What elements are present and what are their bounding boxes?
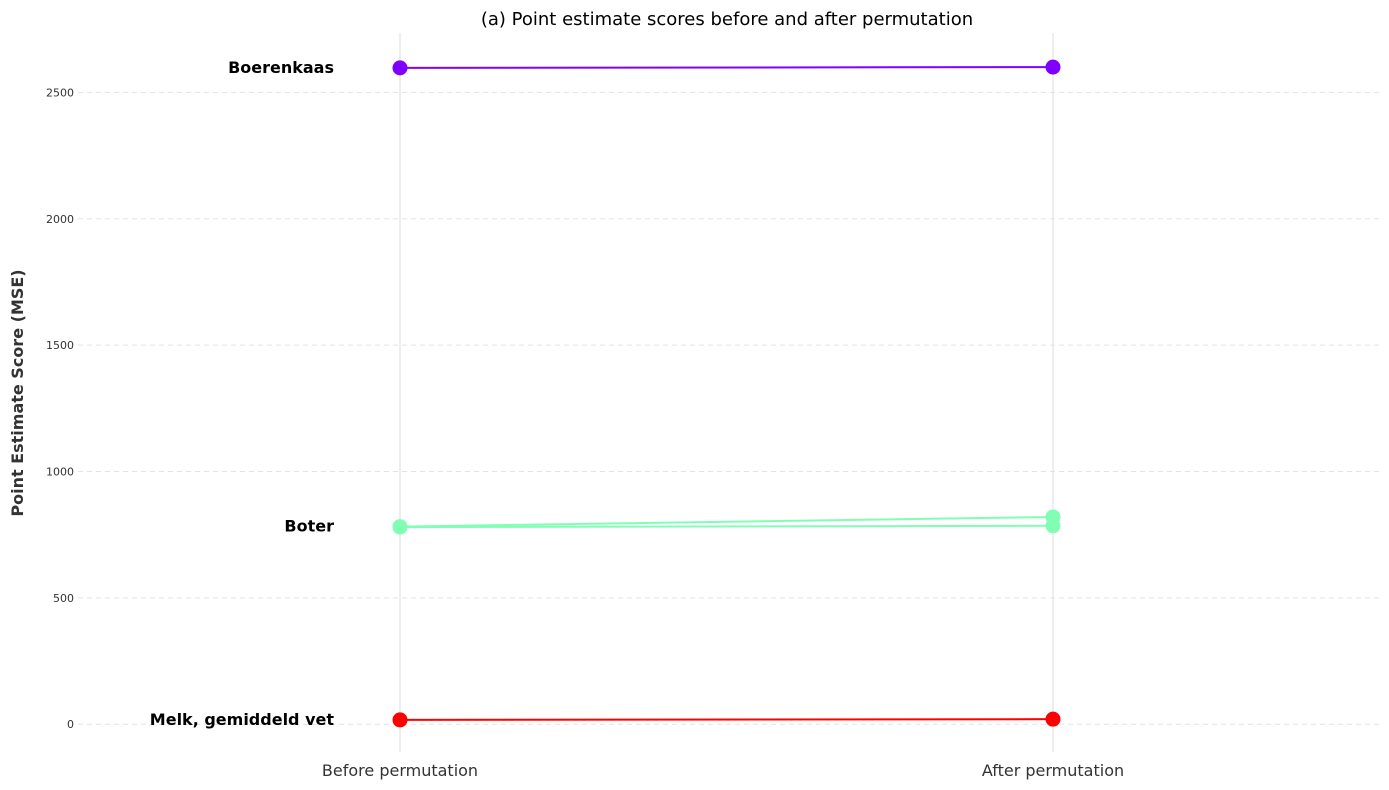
y-tick-label: 500 xyxy=(53,592,74,605)
x-tick-label: After permutation xyxy=(982,761,1124,780)
x-axis-ticks: Before permutation After permutation xyxy=(322,761,1124,780)
y-tick-label: 1000 xyxy=(46,465,74,478)
series-label: Boerenkaas xyxy=(228,58,334,77)
chart-title: (a) Point estimate scores before and aft… xyxy=(481,9,973,30)
series-line xyxy=(399,524,1054,529)
series xyxy=(392,59,1061,728)
data-point xyxy=(392,60,408,76)
series-labels: Boerenkaas Boter Melk, gemiddeld vet xyxy=(150,58,335,729)
y-tick-label: 1500 xyxy=(46,339,74,352)
series-label: Melk, gemiddeld vet xyxy=(150,710,335,729)
series-label: Boter xyxy=(284,517,334,536)
data-point xyxy=(1045,518,1061,534)
series-line xyxy=(399,515,1054,528)
y-tick-label: 0 xyxy=(67,718,74,731)
series-line xyxy=(399,66,1054,69)
category-lines xyxy=(399,33,1054,752)
data-point xyxy=(392,712,408,728)
data-point xyxy=(1045,711,1061,727)
series-line xyxy=(399,718,1054,721)
data-point xyxy=(1045,59,1061,75)
y-tick-label: 2500 xyxy=(46,86,74,99)
y-tick-label: 2000 xyxy=(46,213,74,226)
gridlines xyxy=(78,91,1380,725)
data-point xyxy=(392,519,408,535)
y-axis-label: Point Estimate Score (MSE) xyxy=(8,269,27,516)
x-tick-label: Before permutation xyxy=(322,761,478,780)
y-axis-ticks: 0 500 1000 1500 2000 2500 xyxy=(46,86,74,731)
